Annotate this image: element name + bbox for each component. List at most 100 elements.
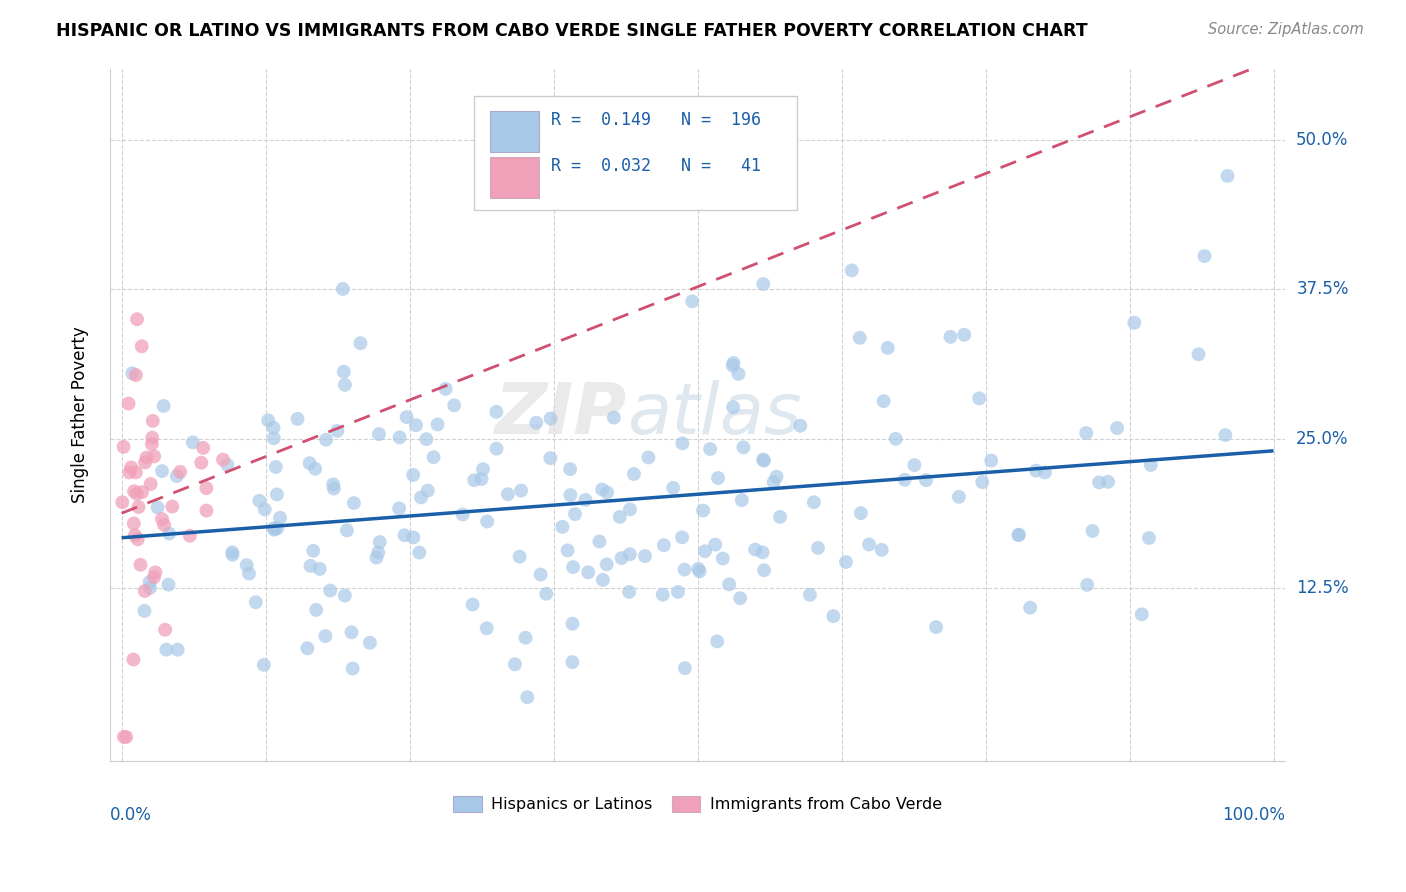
Point	[752, 277, 775, 291]
Point	[157, 577, 180, 591]
Point	[221, 548, 243, 562]
Point	[125, 466, 148, 480]
Point	[266, 521, 288, 535]
Point	[591, 483, 613, 497]
Point	[426, 417, 449, 432]
Text: 0.0%: 0.0%	[110, 805, 152, 824]
Point	[1107, 421, 1129, 435]
Point	[264, 460, 287, 475]
Point	[515, 631, 537, 645]
Point	[509, 549, 531, 564]
Point	[1025, 464, 1047, 478]
Point	[257, 413, 280, 427]
Point	[980, 453, 1002, 467]
Point	[721, 400, 744, 414]
Point	[143, 566, 166, 580]
Point	[366, 550, 388, 565]
Point	[721, 359, 744, 373]
Point	[1139, 458, 1161, 472]
Point	[117, 396, 139, 410]
Point	[752, 452, 775, 467]
Point	[253, 502, 276, 516]
Point	[681, 294, 703, 309]
Point	[728, 591, 751, 606]
Point	[475, 621, 498, 635]
Point	[305, 603, 328, 617]
Point	[706, 634, 728, 648]
Point	[876, 341, 898, 355]
Text: R =  0.032   N =   41: R = 0.032 N = 41	[551, 157, 761, 175]
Point	[939, 330, 962, 344]
Point	[332, 365, 354, 379]
Point	[666, 585, 689, 599]
Point	[302, 543, 325, 558]
Point	[765, 469, 787, 483]
Point	[340, 625, 363, 640]
Point	[673, 661, 696, 675]
Point	[475, 515, 498, 529]
Point	[368, 535, 391, 549]
Point	[315, 433, 337, 447]
Point	[263, 523, 285, 537]
Point	[287, 412, 309, 426]
Point	[551, 520, 574, 534]
Point	[1008, 527, 1031, 541]
Point	[769, 510, 792, 524]
Point	[299, 558, 322, 573]
Point	[443, 398, 465, 412]
Point	[603, 410, 626, 425]
Point	[247, 493, 270, 508]
Point	[333, 377, 356, 392]
Text: HISPANIC OR LATINO VS IMMIGRANTS FROM CABO VERDE SINGLE FATHER POVERTY CORRELATI: HISPANIC OR LATINO VS IMMIGRANTS FROM CA…	[56, 22, 1088, 40]
Point	[1097, 475, 1119, 489]
Point	[953, 327, 976, 342]
Point	[884, 432, 907, 446]
Point	[692, 503, 714, 517]
Text: 37.5%: 37.5%	[1296, 280, 1348, 298]
Point	[150, 464, 173, 478]
Point	[120, 460, 142, 475]
Point	[125, 487, 148, 501]
Point	[314, 629, 336, 643]
Point	[707, 471, 730, 485]
Point	[416, 483, 439, 498]
Point	[238, 566, 260, 581]
Point	[190, 456, 212, 470]
Point	[141, 437, 163, 451]
Point	[752, 563, 775, 577]
Point	[112, 440, 135, 454]
Point	[1019, 600, 1042, 615]
Point	[744, 542, 766, 557]
Point	[388, 501, 411, 516]
Point	[485, 405, 508, 419]
Point	[405, 418, 427, 433]
Point	[1033, 466, 1056, 480]
Point	[135, 450, 157, 465]
Point	[166, 469, 188, 483]
Point	[138, 574, 160, 589]
Point	[471, 472, 494, 486]
Point	[651, 588, 673, 602]
Point	[903, 458, 925, 472]
Point	[576, 566, 599, 580]
Point	[319, 583, 342, 598]
Point	[948, 490, 970, 504]
Point	[162, 500, 184, 514]
Point	[139, 477, 162, 491]
Point	[342, 661, 364, 675]
Point	[125, 368, 148, 382]
Point	[153, 517, 176, 532]
Point	[193, 441, 215, 455]
Text: Source: ZipAtlas.com: Source: ZipAtlas.com	[1208, 22, 1364, 37]
Point	[1216, 169, 1239, 183]
Point	[557, 543, 579, 558]
Point	[297, 641, 319, 656]
Point	[1130, 607, 1153, 622]
Point	[1076, 578, 1098, 592]
Point	[112, 730, 135, 744]
Point	[359, 636, 381, 650]
Point	[131, 339, 153, 353]
Point	[967, 392, 990, 406]
Point	[727, 367, 749, 381]
Point	[124, 528, 146, 542]
